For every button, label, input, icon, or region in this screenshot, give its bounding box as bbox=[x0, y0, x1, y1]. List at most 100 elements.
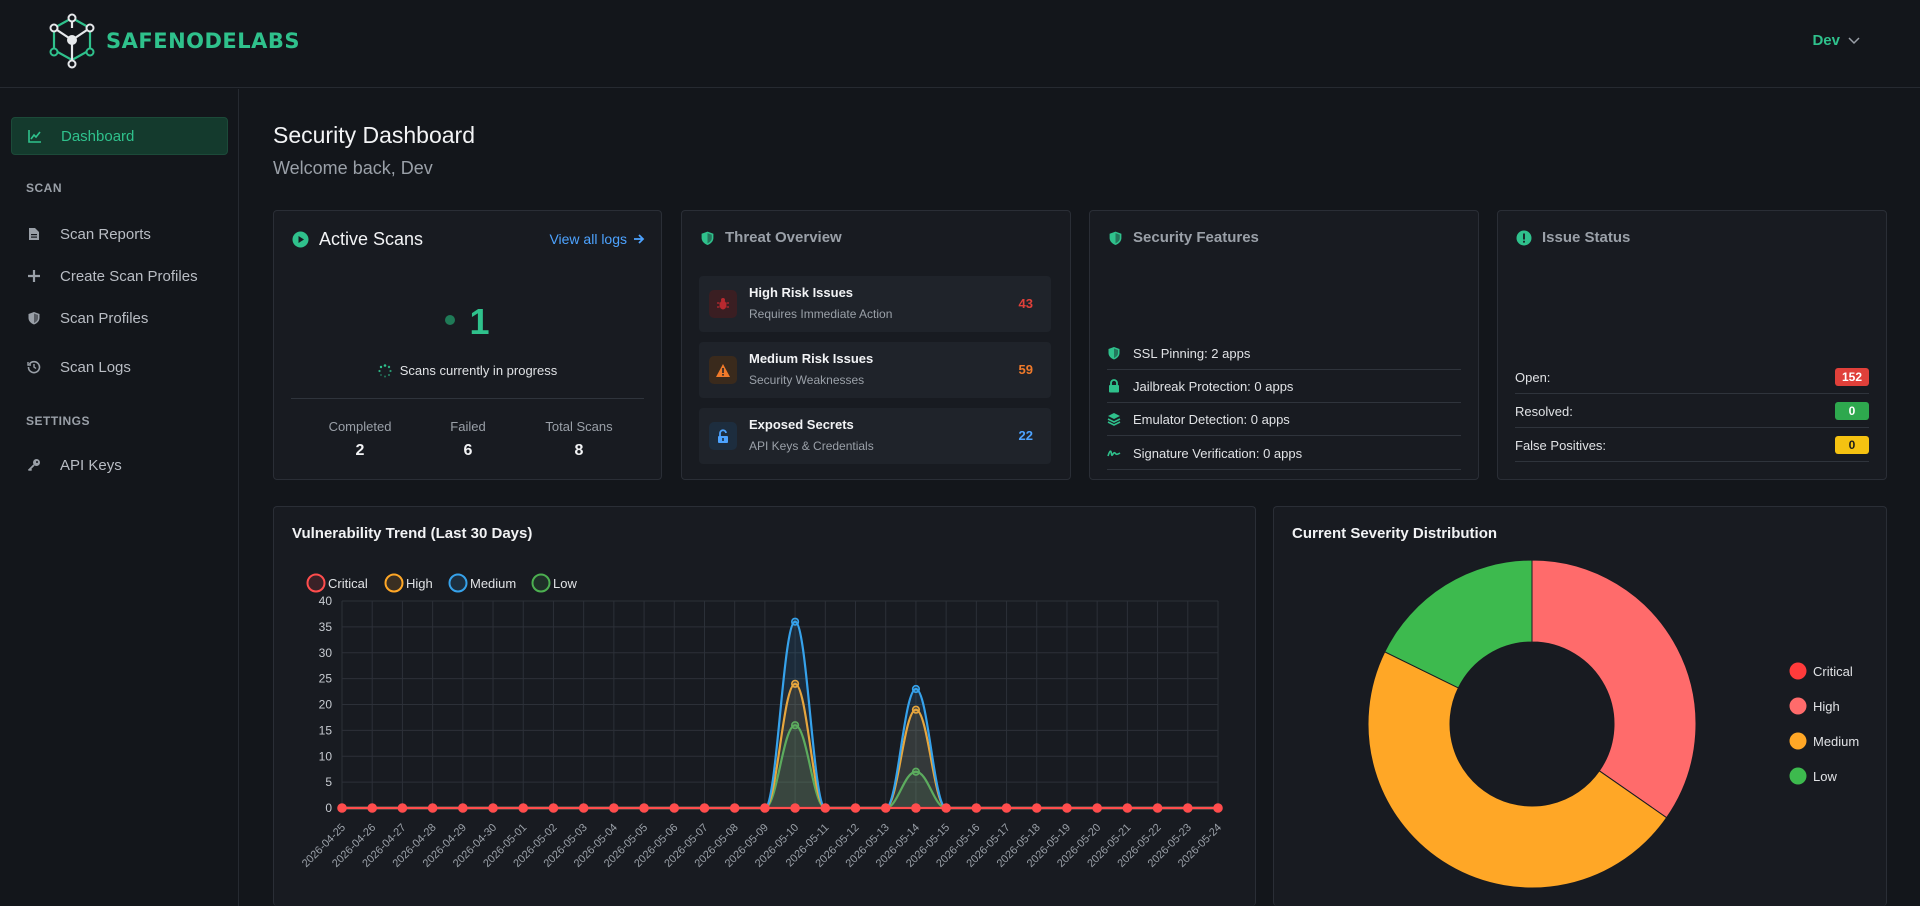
threat-count: 59 bbox=[1018, 362, 1033, 377]
issue-status-label: False Positives: bbox=[1515, 437, 1607, 453]
sidebar-item-api-keys[interactable]: API Keys bbox=[11, 446, 228, 484]
active-scans-card: Active Scans View all logs 1 Scans curre… bbox=[273, 210, 662, 480]
data-point bbox=[367, 803, 378, 813]
data-point bbox=[1062, 803, 1072, 813]
y-tick-label: 15 bbox=[319, 723, 333, 737]
scans-progress-text: Scans currently in progress bbox=[399, 363, 558, 378]
data-point bbox=[639, 803, 649, 813]
vulnerability-trend-card: Vulnerability Trend (Last 30 Days) 0 5 10 1… bbox=[273, 506, 1256, 906]
sidebar-section-settings: SETTINGS bbox=[26, 414, 91, 428]
y-tick-label: 40 bbox=[319, 594, 333, 608]
issue-status-false-positives: False Positives: 0 bbox=[1515, 429, 1869, 462]
data-point bbox=[911, 803, 921, 813]
stat-value: 6 bbox=[463, 442, 473, 459]
pulse-dot bbox=[445, 315, 456, 326]
security-features-title: Security Features bbox=[1133, 229, 1259, 246]
threat-item-exposed-secrets[interactable]: Exposed Secrets API Keys & Credentials 2… bbox=[699, 408, 1051, 464]
legend-marker bbox=[1789, 697, 1807, 715]
sidebar-item-scan-logs[interactable]: Scan Logs bbox=[11, 348, 228, 386]
history-icon bbox=[27, 360, 41, 374]
threat-count: 22 bbox=[1018, 428, 1033, 443]
feature-label: Signature Verification: 0 apps bbox=[1133, 445, 1303, 461]
legend-item-low: Low bbox=[531, 573, 577, 593]
divider bbox=[291, 398, 644, 399]
threat-desc: API Keys & Credentials bbox=[749, 439, 874, 453]
pie-slice-high bbox=[1531, 559, 1697, 819]
arrow-right-icon bbox=[634, 234, 645, 244]
threat-overview-card: Threat Overview High Risk Issues Require… bbox=[681, 210, 1071, 480]
stat-completed: Completed 2 bbox=[300, 419, 420, 460]
feature-signature-verification: Signature Verification: 0 apps bbox=[1107, 437, 1461, 470]
active-scans-header: Active Scans bbox=[292, 229, 423, 250]
legend-marker bbox=[1789, 662, 1807, 680]
legend-item-medium: Medium bbox=[448, 573, 516, 593]
sidebar-item-label: Scan Reports bbox=[60, 225, 151, 243]
issue-status-label: Open: bbox=[1515, 369, 1551, 385]
data-point bbox=[699, 803, 710, 813]
data-point bbox=[729, 803, 740, 813]
sidebar-item-dashboard[interactable]: Dashboard bbox=[11, 117, 228, 155]
data-point bbox=[609, 803, 619, 813]
legend-label: High bbox=[406, 576, 433, 591]
brand-logo[interactable]: SAFENODELABS bbox=[46, 12, 300, 70]
issue-status-title: Issue Status bbox=[1542, 229, 1631, 246]
data-point bbox=[850, 803, 861, 813]
data-point bbox=[669, 803, 680, 813]
issue-status-header: Issue Status bbox=[1516, 229, 1630, 246]
data-point bbox=[1031, 803, 1042, 813]
legend-marker bbox=[448, 573, 468, 593]
page-subtitle: Welcome back, Dev bbox=[273, 158, 433, 178]
sidebar-item-scan-reports[interactable]: Scan Reports bbox=[11, 215, 228, 253]
sidebar-item-label: Dashboard bbox=[61, 127, 135, 145]
status-badge: 152 bbox=[1835, 368, 1869, 386]
user-menu[interactable]: Dev bbox=[1812, 32, 1860, 49]
issue-status-open: Open: 152 bbox=[1515, 361, 1869, 394]
legend-label: Medium bbox=[470, 576, 516, 591]
play-circle-icon bbox=[292, 231, 309, 248]
stat-label: Completed bbox=[328, 419, 392, 434]
legend-label: Low bbox=[1813, 769, 1837, 784]
legend-marker bbox=[1789, 767, 1807, 785]
data-point bbox=[820, 803, 831, 813]
data-point bbox=[791, 721, 800, 730]
data-point bbox=[911, 705, 921, 714]
data-point bbox=[791, 617, 800, 626]
lock-icon bbox=[1109, 379, 1119, 393]
sidebar-section-scan: SCAN bbox=[26, 181, 63, 195]
stat-value: 8 bbox=[574, 442, 584, 459]
shield-icon bbox=[1108, 347, 1120, 360]
view-all-logs-label: View all logs bbox=[549, 231, 627, 247]
file-icon bbox=[29, 228, 39, 240]
y-tick-label: 0 bbox=[325, 801, 332, 815]
legend-item-high: High bbox=[1789, 697, 1840, 715]
legend-item-medium: Medium bbox=[1789, 732, 1859, 750]
legend-marker bbox=[1789, 732, 1807, 750]
chart-title: Vulnerability Trend (Last 30 Days) bbox=[292, 525, 533, 542]
sidebar-item-create-scan-profiles[interactable]: Create Scan Profiles bbox=[11, 257, 228, 295]
threat-item-high-risk[interactable]: High Risk Issues Requires Immediate Acti… bbox=[699, 276, 1051, 332]
status-badge: 0 bbox=[1835, 402, 1869, 420]
data-point bbox=[911, 684, 921, 694]
threat-desc: Requires Immediate Action bbox=[749, 307, 893, 321]
layers-icon bbox=[1107, 413, 1121, 426]
data-point bbox=[488, 803, 498, 813]
feature-label: SSL Pinning: 2 apps bbox=[1133, 345, 1251, 361]
sidebar-item-scan-profiles[interactable]: Scan Profiles bbox=[11, 299, 228, 337]
view-all-logs-link[interactable]: View all logs bbox=[549, 231, 645, 247]
y-tick-label: 35 bbox=[319, 620, 333, 634]
severity-distribution-chart: Critical High Medium Low bbox=[1367, 559, 1859, 889]
data-point bbox=[337, 803, 347, 813]
data-point bbox=[1001, 803, 1012, 813]
alert-circle-icon bbox=[1516, 230, 1532, 245]
threat-item-medium-risk[interactable]: Medium Risk Issues Security Weaknesses 5… bbox=[699, 342, 1051, 398]
plus-icon bbox=[28, 270, 40, 282]
chevron-down-icon bbox=[1848, 36, 1860, 44]
stat-total-scans: Total Scans 8 bbox=[519, 419, 639, 460]
legend-label: Critical bbox=[328, 576, 368, 591]
spinner-icon bbox=[378, 363, 392, 377]
issue-status-label: Resolved: bbox=[1515, 403, 1573, 419]
data-point bbox=[791, 679, 800, 688]
data-point bbox=[518, 803, 529, 813]
feature-label: Jailbreak Protection: 0 apps bbox=[1133, 378, 1294, 394]
feature-jailbreak-protection: Jailbreak Protection: 0 apps bbox=[1107, 370, 1461, 403]
